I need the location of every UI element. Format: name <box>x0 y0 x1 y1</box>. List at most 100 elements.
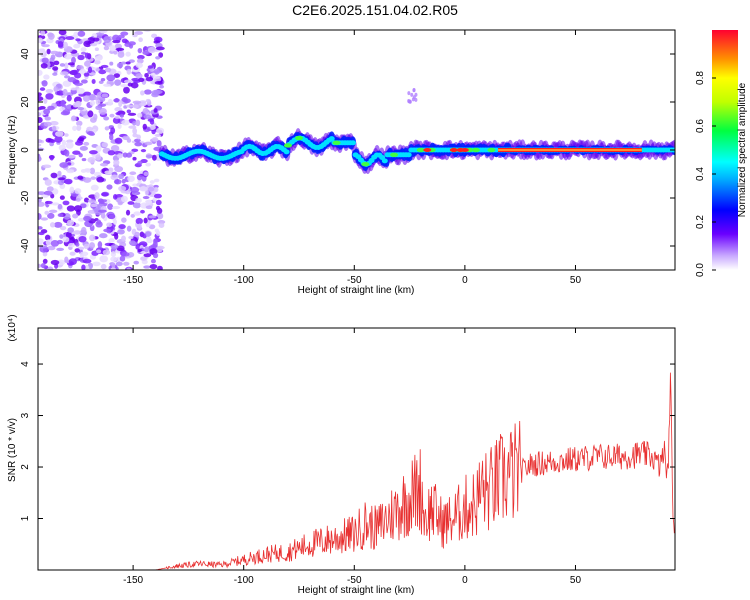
noise-cell <box>74 82 84 87</box>
noise-cell <box>79 251 89 257</box>
noise-cell <box>152 252 159 259</box>
noise-cell <box>62 88 68 96</box>
noise-cell <box>74 248 80 253</box>
colorbar-gradient <box>712 30 738 270</box>
noise-cell <box>94 59 101 65</box>
track-core <box>328 136 335 142</box>
noise-cell <box>82 258 92 264</box>
noise-cell <box>135 73 143 79</box>
noise-cell <box>44 179 52 186</box>
noise-cell <box>43 190 53 196</box>
noise-cell <box>49 139 56 144</box>
noise-cell <box>138 101 147 107</box>
noise-cell <box>110 174 119 181</box>
noise-cell <box>117 50 125 58</box>
noise-cell <box>41 194 49 198</box>
noise-cell <box>106 184 113 190</box>
noise-cell <box>123 79 133 84</box>
noise-cell <box>153 108 158 113</box>
noise-cell <box>89 150 98 155</box>
noise-cell <box>102 249 111 256</box>
noise-cell <box>135 62 143 68</box>
noise-cell <box>39 87 46 91</box>
noise-cell <box>73 43 81 49</box>
noise-cell <box>46 48 51 55</box>
noise-cell <box>54 135 63 143</box>
noise-cell <box>121 178 126 184</box>
x-tick-label: 50 <box>570 575 582 586</box>
noise-cell <box>94 47 99 52</box>
noise-cell <box>155 199 162 206</box>
noise-cell <box>38 37 43 44</box>
noise-cell <box>52 66 59 71</box>
noise-cell <box>84 52 90 59</box>
noise-cell <box>72 213 79 219</box>
noise-cell <box>49 121 59 126</box>
noise-cell <box>116 62 124 68</box>
noise-cell <box>152 197 157 202</box>
noise-cell <box>50 50 59 55</box>
noise-cell <box>121 235 126 242</box>
noise-cell <box>95 32 105 37</box>
noise-cell <box>112 40 121 44</box>
noise-cell <box>57 203 63 210</box>
noise-cell <box>147 65 154 69</box>
noise-cell <box>38 116 43 124</box>
noise-cell <box>55 131 64 137</box>
noise-cell <box>90 203 98 208</box>
noise-cell <box>118 185 127 192</box>
y-tick-label: 2 <box>20 464 31 470</box>
noise-cell <box>115 261 123 267</box>
noise-cell <box>150 258 156 264</box>
noise-cell <box>94 55 103 61</box>
noise-cell <box>128 235 134 240</box>
noise-cell <box>59 63 66 67</box>
noise-cell <box>126 104 134 108</box>
noise-cell <box>119 113 125 118</box>
noise-cell <box>137 160 143 165</box>
noise-cell <box>62 200 70 206</box>
noise-cell <box>59 71 69 76</box>
noise-cell <box>42 258 48 264</box>
noise-cell <box>118 173 125 180</box>
noise-cell <box>146 238 153 244</box>
track-core <box>381 158 388 164</box>
noise-cell <box>132 127 138 135</box>
noise-cell <box>118 224 126 230</box>
noise-cell <box>96 219 102 225</box>
noise-cell <box>123 261 130 266</box>
noise-cell <box>80 79 88 84</box>
noise-cell <box>49 155 54 161</box>
noise-cell <box>115 47 125 51</box>
noise-cell <box>152 241 158 248</box>
noise-cell <box>123 98 131 104</box>
noise-cell <box>97 198 104 203</box>
track-blob <box>411 97 415 102</box>
noise-cell <box>71 56 76 64</box>
y-tick-label: 40 <box>20 48 31 60</box>
noise-cell <box>59 195 65 200</box>
noise-cell <box>42 164 52 169</box>
noise-cell <box>125 61 131 65</box>
noise-cell <box>88 209 95 214</box>
noise-cell <box>129 171 137 176</box>
noise-cell <box>72 150 81 155</box>
noise-cell <box>68 242 75 248</box>
noise-cell <box>110 244 119 250</box>
noise-cell <box>99 255 109 263</box>
noise-cell <box>79 146 88 151</box>
noise-cell <box>63 41 68 49</box>
noise-cell <box>127 175 135 183</box>
noise-cell <box>95 154 102 161</box>
colorbar-label: Normalized spectral amplitude <box>737 82 748 217</box>
track-hotspot <box>361 161 370 167</box>
noise-cell <box>98 209 107 213</box>
noise-cell <box>113 98 121 103</box>
noise-cell <box>130 186 140 193</box>
track-hotspot <box>332 140 341 145</box>
noise-cell <box>63 75 71 79</box>
noise-cell <box>68 258 77 266</box>
noise-cell <box>114 115 120 119</box>
noise-cell <box>155 205 161 211</box>
track-blob <box>408 99 412 104</box>
